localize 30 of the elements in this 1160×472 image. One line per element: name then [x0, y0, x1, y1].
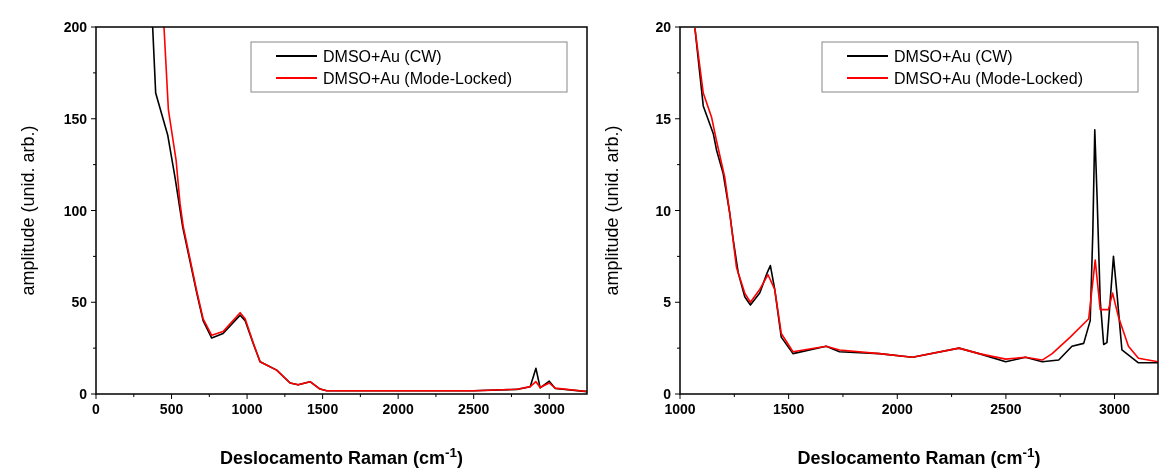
x-axis-title: Deslocamento Raman (cm$^{-1}$) — [797, 444, 1041, 468]
y-tick-label: 20 — [655, 19, 672, 35]
x-tick-label: 2500 — [458, 401, 490, 417]
x-tick-label: 3000 — [533, 401, 566, 417]
x-tick-label: 3000 — [1098, 401, 1131, 417]
legend-label: DMSO+Au (CW) — [894, 48, 1013, 65]
y-axis-title: amplitude (unid. arb.) — [602, 125, 622, 296]
y-tick-label: 15 — [655, 110, 672, 127]
x-tick-label: 2500 — [990, 401, 1022, 417]
x-tick-label: 0 — [92, 401, 101, 417]
x-tick-label: 1500 — [773, 401, 805, 417]
x-tick-label: 500 — [159, 401, 184, 417]
x-tick-label: 2000 — [881, 401, 914, 417]
y-tick-label: 0 — [663, 386, 672, 402]
y-axis-title: amplitude (unid. arb.) — [18, 125, 38, 296]
legend-label: DMSO+Au (Mode-Locked) — [894, 70, 1083, 87]
y-tick-label: 50 — [71, 294, 88, 311]
legend-label: DMSO+Au (CW) — [323, 48, 442, 65]
x-tick-label: 2000 — [382, 401, 414, 417]
x-tick-label: 1500 — [307, 401, 339, 417]
x-axis-title: Deslocamento Raman (cm$^{-1}$) — [219, 444, 464, 468]
x-tick-label: 1000 — [231, 401, 263, 417]
y-tick-label: 5 — [663, 294, 672, 311]
y-tick-label: 150 — [63, 110, 88, 127]
legend-label: DMSO+Au (Mode-Locked) — [323, 70, 512, 87]
y-tick-label: 200 — [63, 19, 88, 35]
y-tick-label: 100 — [63, 202, 88, 219]
y-tick-label: 10 — [655, 202, 672, 219]
x-tick-label: 1000 — [664, 401, 696, 417]
y-tick-label: 0 — [79, 386, 88, 402]
